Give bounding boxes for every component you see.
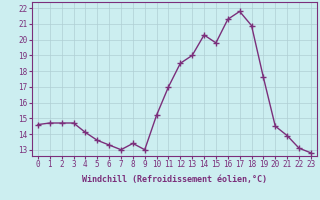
X-axis label: Windchill (Refroidissement éolien,°C): Windchill (Refroidissement éolien,°C): [82, 175, 267, 184]
